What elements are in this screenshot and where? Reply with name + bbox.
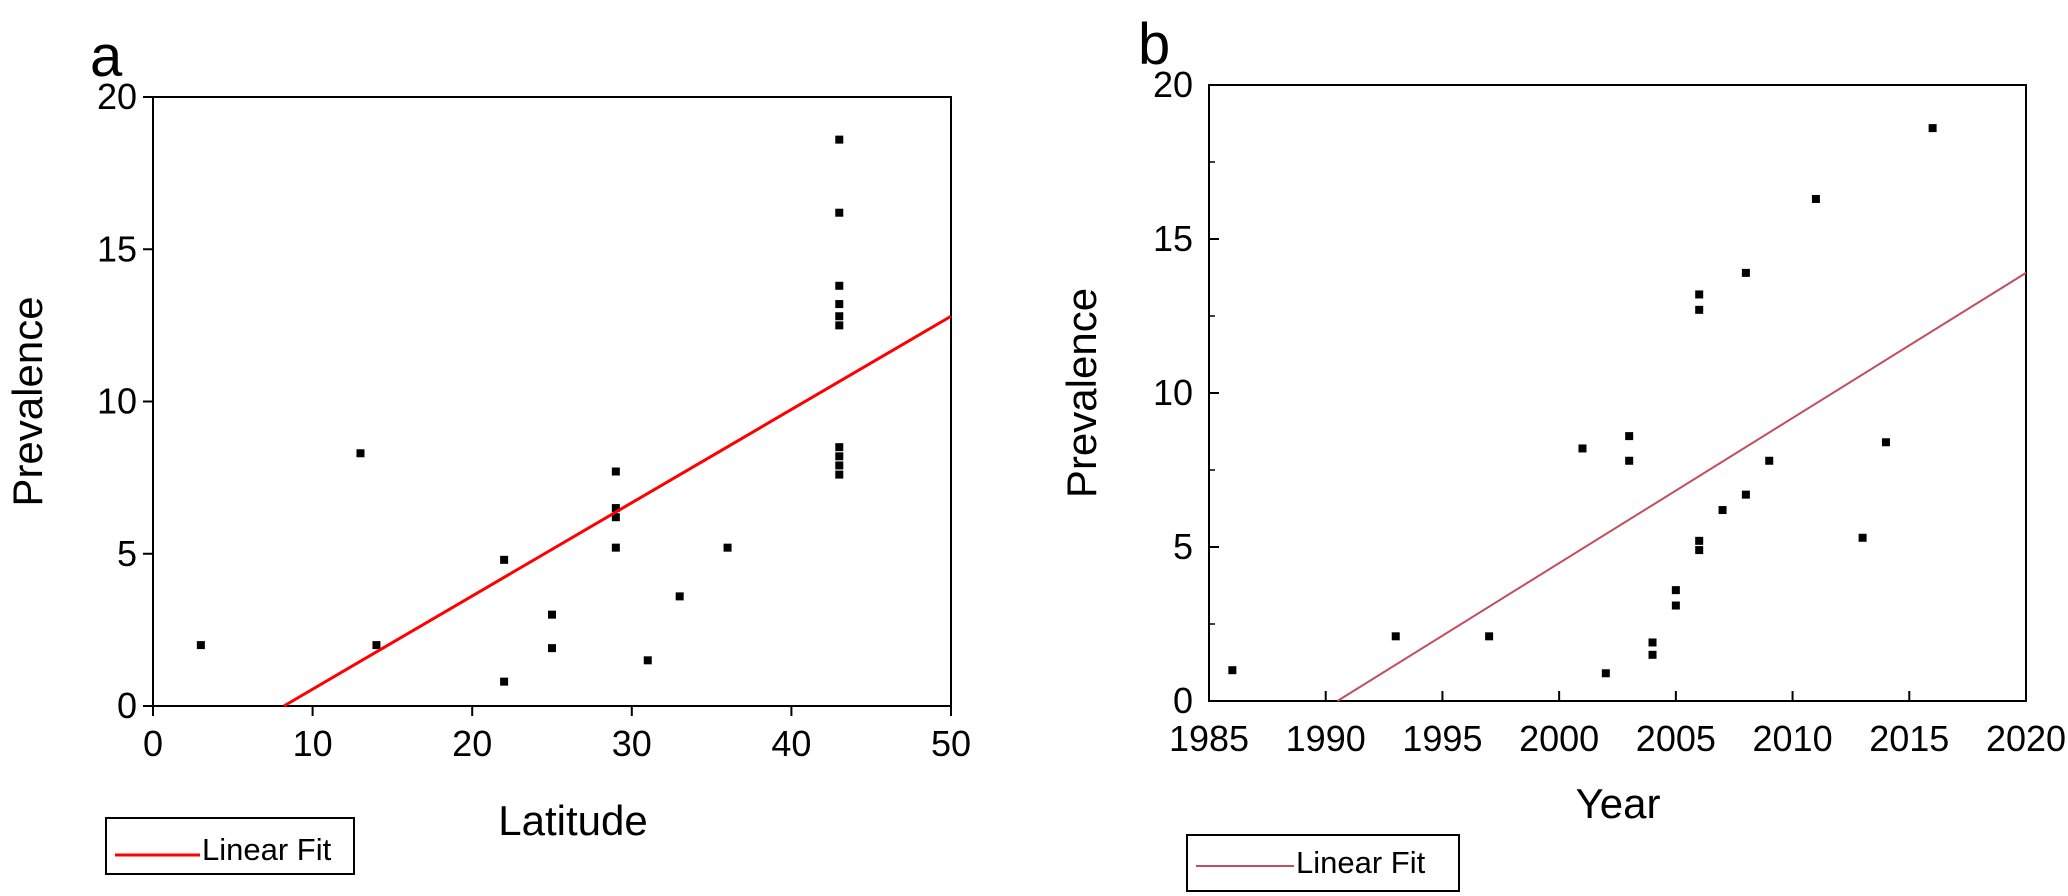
x-tick-label: 1995 [1402, 718, 1482, 759]
data-point [611, 513, 620, 522]
data-point [1928, 124, 1937, 133]
data-point [500, 677, 509, 686]
x-axis-title: Year [1576, 780, 1661, 827]
x-tick-label: 20 [452, 723, 492, 764]
panel-a: a 0 5 10 15 20 0 10 20 30 40 50 Latitude Prevalence Li… [4, 24, 971, 875]
data-point [356, 449, 365, 458]
y-tick-label: 10 [1153, 372, 1193, 413]
x-tick-label: 50 [931, 723, 971, 764]
data-point [835, 281, 844, 290]
y-tick-label: 20 [97, 76, 137, 117]
data-point [835, 321, 844, 330]
data-point [1671, 586, 1680, 595]
y-axis-title: Prevalence [1058, 288, 1105, 498]
data-point [611, 467, 620, 476]
x-tick-label: 2010 [1753, 718, 1833, 759]
y-axis-title: Prevalence [4, 296, 51, 506]
data-point [835, 443, 844, 452]
linear-fit-line [1336, 272, 2027, 702]
data-point [835, 461, 844, 470]
data-point [1858, 533, 1867, 542]
x-tick-label: 0 [143, 723, 163, 764]
x-tick-label: 40 [771, 723, 811, 764]
data-point [1228, 666, 1237, 675]
y-tick-label: 0 [1173, 680, 1193, 721]
x-tick-label: 2000 [1519, 718, 1599, 759]
data-point [1695, 546, 1704, 555]
x-tick-label: 2020 [1986, 718, 2066, 759]
data-point [1485, 632, 1494, 641]
data-point [611, 543, 620, 552]
data-point [835, 135, 844, 144]
data-point [723, 543, 732, 552]
data-point [611, 504, 620, 513]
panel-letter: b [1138, 12, 1170, 77]
y-tick-label: 5 [117, 533, 137, 574]
data-point [835, 300, 844, 309]
data-point [548, 610, 556, 619]
y-tick-label: 0 [117, 685, 137, 726]
data-point [1881, 438, 1890, 447]
x-tick-label: 2015 [1869, 718, 1949, 759]
data-point [1671, 601, 1680, 610]
x-tick-label: 2005 [1636, 718, 1716, 759]
data-point [1695, 305, 1704, 314]
data-point [835, 470, 844, 479]
y-tick-label: 15 [97, 228, 137, 269]
x-tick-label: 1990 [1286, 718, 1366, 759]
x-axis-title: Latitude [498, 797, 647, 844]
panel-b: b 0 5 10 15 20 1985 1990 1995 2000 2005 2010 2015 202… [1058, 12, 2066, 892]
data-point [500, 555, 509, 564]
data-point [1625, 432, 1634, 441]
panel-letter: a [90, 24, 123, 89]
data-point [1741, 490, 1750, 499]
data-point [1741, 268, 1750, 277]
data-point [1811, 194, 1820, 203]
data-point [1648, 650, 1657, 659]
data-point [643, 656, 652, 665]
linear-fit-line [283, 314, 952, 708]
data-point [1765, 456, 1774, 465]
data-point [835, 312, 844, 321]
legend-box [105, 817, 355, 875]
data-point [675, 592, 684, 601]
legend-label: Linear Fit [1296, 845, 1426, 880]
y-tick-label: 20 [1153, 64, 1193, 105]
y-tick-label: 15 [1153, 218, 1193, 259]
x-tick-label: 1985 [1169, 718, 1249, 759]
data-point [196, 641, 205, 650]
y-tick-label: 5 [1173, 526, 1193, 567]
data-point [1391, 632, 1400, 641]
data-point [1718, 506, 1727, 515]
x-tick-label: 30 [612, 723, 652, 764]
data-point [1695, 290, 1704, 299]
x-tick-label: 10 [293, 723, 333, 764]
data-point [548, 644, 556, 653]
data-point [1648, 638, 1657, 647]
legend-label: Linear Fit [202, 832, 332, 867]
data-point [835, 208, 844, 217]
data-point [1578, 444, 1587, 453]
data-point [1695, 536, 1704, 545]
data-point [835, 452, 844, 461]
data-point [1601, 669, 1610, 678]
data-point [1625, 456, 1634, 465]
y-tick-label: 10 [97, 381, 137, 422]
legend-box [1186, 834, 1460, 892]
data-point [372, 641, 381, 650]
